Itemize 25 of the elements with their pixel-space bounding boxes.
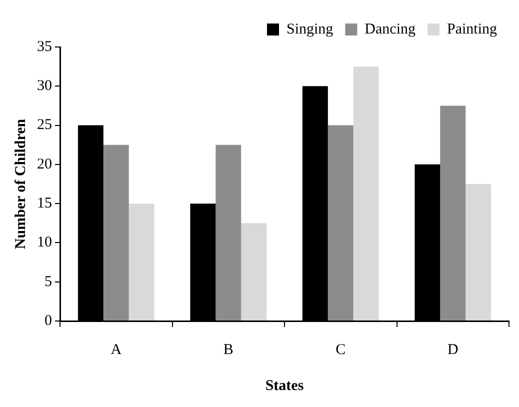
x-tick-label: D — [447, 342, 458, 358]
bar — [466, 184, 492, 320]
y-tick-label: 35 — [37, 38, 52, 55]
x-tick-label: C — [336, 342, 346, 358]
y-tick-label: 25 — [37, 117, 52, 134]
y-tick-label: 5 — [44, 274, 52, 290]
bar — [128, 204, 154, 320]
x-tick-label: B — [223, 342, 234, 358]
bar — [440, 106, 466, 320]
y-tick-label: 0 — [44, 312, 52, 329]
bar — [353, 66, 379, 320]
bar — [103, 144, 129, 320]
x-axis-title: States — [265, 378, 304, 394]
legend-label: Painting — [447, 21, 498, 38]
y-tick-label: 20 — [37, 156, 52, 172]
y-axis-title: Number of Children — [12, 118, 29, 250]
y-tick-label: 10 — [37, 234, 52, 251]
x-tick-label: A — [110, 342, 122, 358]
bar — [328, 125, 354, 320]
y-tick-label: 15 — [37, 196, 52, 212]
bar — [241, 223, 267, 320]
bar — [216, 144, 242, 320]
legend-label: Dancing — [364, 21, 416, 38]
y-tick-label: 30 — [37, 78, 52, 94]
legend-label: Singing — [286, 21, 334, 38]
